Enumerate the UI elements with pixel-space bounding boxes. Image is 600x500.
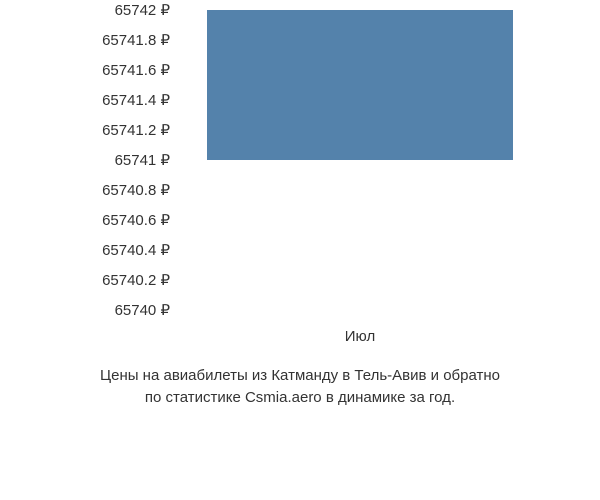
y-tick-label: 65741 ₽ xyxy=(0,151,170,169)
y-tick-label: 65741.4 ₽ xyxy=(0,91,170,109)
y-tick-label: 65740.4 ₽ xyxy=(0,241,170,259)
y-tick-label: 65740.8 ₽ xyxy=(0,181,170,199)
price-chart: Цены на авиабилеты из Катманду в Тель-Ав… xyxy=(0,0,600,500)
plot-area xyxy=(180,10,540,310)
y-tick-label: 65741.6 ₽ xyxy=(0,61,170,79)
caption-line-2: по статистике Csmia.aero в динамике за г… xyxy=(0,387,600,409)
y-tick-label: 65742 ₽ xyxy=(0,1,170,19)
y-tick-label: 65741.2 ₽ xyxy=(0,121,170,139)
y-tick-label: 65741.8 ₽ xyxy=(0,31,170,49)
x-tick-label: Июл xyxy=(345,328,375,345)
y-tick-label: 65740.6 ₽ xyxy=(0,211,170,229)
caption-line-1: Цены на авиабилеты из Катманду в Тель-Ав… xyxy=(0,365,600,387)
y-tick-label: 65740.2 ₽ xyxy=(0,271,170,289)
y-tick-label: 65740 ₽ xyxy=(0,301,170,319)
chart-caption: Цены на авиабилеты из Катманду в Тель-Ав… xyxy=(0,365,600,409)
bar xyxy=(207,10,513,160)
